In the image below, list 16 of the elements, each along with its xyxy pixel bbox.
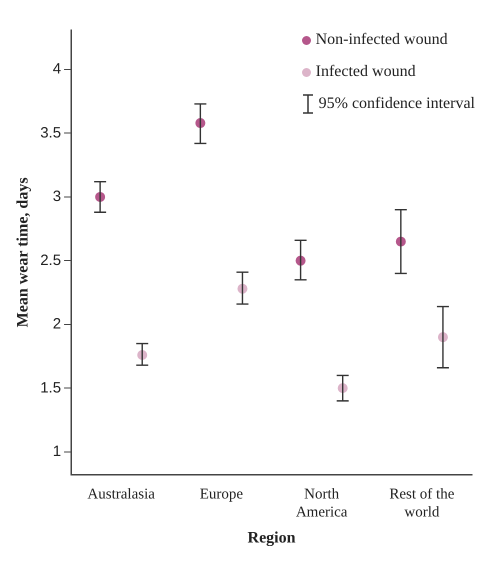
y-tick-label: 3.5 (40, 124, 62, 142)
y-tick-label: 1 (52, 443, 62, 460)
y-tick-label: 4 (52, 60, 62, 78)
x-tick-label: Europe (200, 486, 244, 503)
x-tick-label: Rest of the world (389, 486, 455, 521)
y-tick-label: 3 (52, 188, 62, 206)
legend-label: Infected wound (316, 62, 416, 82)
x-tick-label: North America (296, 486, 348, 521)
y-tick-label: 1.5 (40, 379, 62, 396)
x-axis-title: Region (248, 530, 296, 547)
annotation: 95% confidence interval (318, 94, 475, 114)
y-axis-title: Mean wear time, days (14, 177, 32, 328)
x-tick-label: Australasia (87, 486, 156, 503)
legend-label: Non-infected wound (316, 30, 448, 50)
y-tick-label: 2 (52, 316, 62, 333)
y-tick-label: 2.5 (40, 252, 62, 269)
